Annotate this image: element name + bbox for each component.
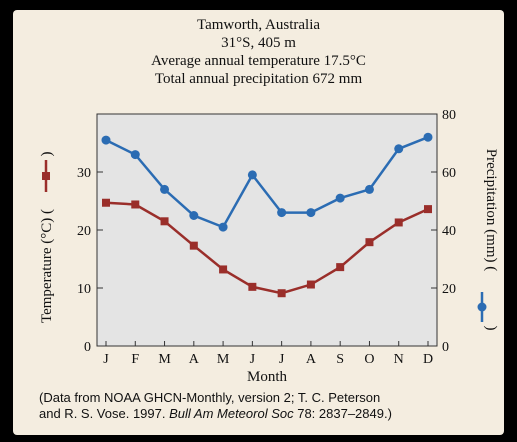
chart-title: Tamworth, Australia [196, 17, 321, 33]
source-line-2: and R. S. Vose. 1997. Bull Am Meteorol S… [39, 406, 504, 422]
x-axis-tick-label: A [189, 352, 200, 367]
precipitation-point [130, 150, 140, 160]
left-axis-tick-label: 20 [77, 224, 91, 239]
precipitation-point [335, 193, 345, 203]
right-axis-tick-label: 40 [442, 224, 456, 239]
x-axis-tick-label: F [131, 352, 139, 367]
temperature-point [336, 263, 345, 272]
x-axis-tick-label: M [217, 352, 230, 367]
x-axis-tick-label: O [364, 352, 374, 367]
precipitation-point [160, 184, 170, 194]
left-axis-tick-label: 30 [77, 166, 91, 181]
x-axis-tick-label: M [158, 352, 171, 367]
right-legend-marker [477, 302, 487, 312]
precipitation-line [105, 136, 429, 229]
left-axis-title-close: ) [39, 152, 55, 157]
chart-title-block: Tamworth, Australia 31°S, 405 m Average … [13, 16, 504, 88]
temperature-point [424, 205, 432, 214]
x-axis-tick-label: J [250, 352, 256, 367]
source-line-2-end: 78: 2837–2849.) [293, 406, 392, 421]
x-axis-tick-label: S [336, 352, 344, 367]
chart-subtitle-temperature: Average annual temperature 17.5°C [151, 53, 366, 69]
precipitation-point [277, 208, 287, 218]
precipitation-point [247, 170, 257, 180]
x-axis-title: Month [247, 369, 288, 385]
precipitation-point [394, 144, 404, 154]
x-axis-tick-label: J [279, 352, 285, 367]
left-axis-tick-label: 0 [84, 340, 91, 355]
temperature-point [189, 241, 198, 250]
data-source-note: (Data from NOAA GHCN-Monthly, version 2;… [39, 390, 504, 422]
temperature-point [306, 280, 315, 289]
chart-subtitle-precipitation: Total annual precipitation 672 mm [154, 71, 363, 87]
left-axis-title: Temperature (°C) ( [39, 209, 55, 323]
left-axis-tick-label: 10 [77, 282, 91, 297]
precipitation-point [218, 222, 228, 232]
source-line-1: (Data from NOAA GHCN-Monthly, version 2;… [39, 390, 381, 405]
right-axis-tick-label: 60 [442, 166, 456, 181]
temperature-point [160, 217, 169, 226]
chart-panel: Tamworth, Australia 31°S, 405 m Average … [13, 10, 504, 435]
temperature-point [131, 200, 140, 209]
plot-area [96, 113, 438, 347]
right-axis-title: Precipitation (mm) ( [483, 149, 499, 271]
x-axis-tick-label: J [103, 352, 109, 367]
temperature-point [219, 265, 228, 274]
x-axis-tick-label: A [306, 352, 317, 367]
temperature-point [365, 238, 374, 247]
source-journal: Bull Am Meteorol Soc [169, 406, 294, 421]
temperature-line [105, 201, 429, 295]
right-axis-tick-label: 20 [442, 282, 456, 297]
temperature-point [102, 198, 110, 207]
precipitation-point [101, 135, 111, 145]
right-axis-tick-label: 80 [442, 108, 456, 123]
precipitation-point [306, 208, 316, 218]
left-legend-marker [42, 172, 50, 180]
temperature-point [248, 282, 257, 291]
climate-chart: 0 10 20 30 0 20 40 60 80 J F M A M J J A S O N D Month Tempera… [39, 108, 499, 385]
chart-subtitle-location: 31°S, 405 m [221, 35, 296, 51]
temperature-point [394, 218, 403, 227]
temperature-point [277, 289, 286, 298]
precipitation-point [364, 184, 374, 194]
x-axis-tick-label: D [423, 352, 433, 367]
precipitation-point [423, 132, 433, 142]
right-axis-tick-label: 0 [442, 340, 449, 355]
precipitation-point [189, 211, 199, 220]
source-line-2-text: and R. S. Vose. 1997. [39, 406, 170, 421]
x-axis-tick-label: N [394, 352, 404, 367]
right-axis-title-close: ) [483, 326, 499, 331]
